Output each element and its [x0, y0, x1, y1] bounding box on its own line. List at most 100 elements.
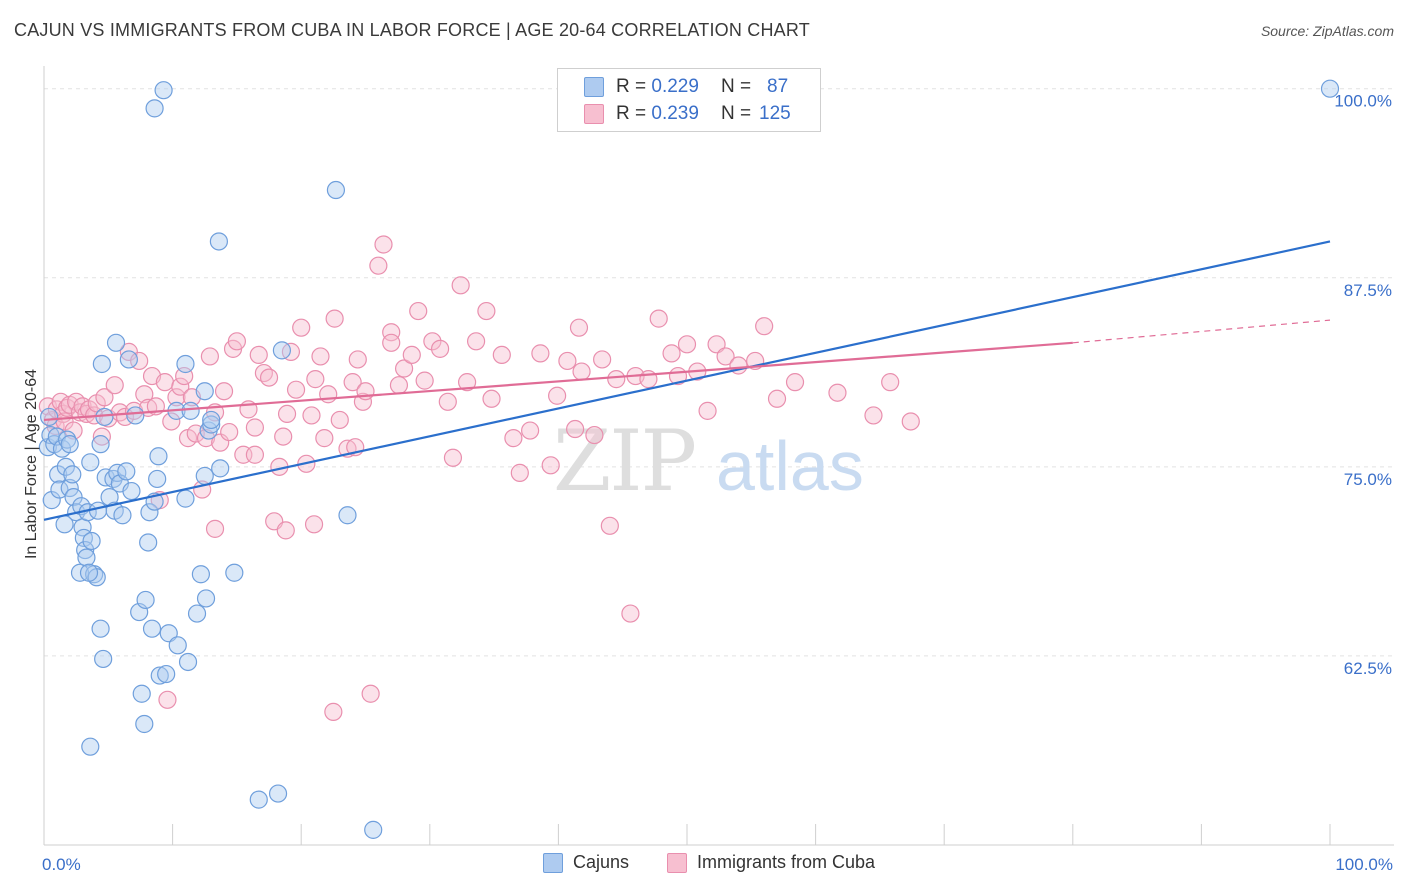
- data-point-cajuns: [92, 354, 111, 374]
- data-point-cuba: [105, 376, 124, 395]
- data-point-cajuns: [132, 684, 151, 703]
- tick-labels: 100.0% 87.5% 75.0% 62.5% 0.0% 100.0%: [42, 92, 1393, 874]
- x-tick-label: 0.0%: [42, 855, 81, 874]
- data-point-cajuns: [60, 435, 79, 454]
- data-point-cajuns: [149, 447, 168, 466]
- data-point-cuba: [220, 422, 239, 442]
- legend-row-cuba: R = 0.239 N = 125: [584, 103, 791, 125]
- data-point-cajuns: [91, 619, 110, 638]
- data-point-cajuns: [364, 820, 383, 839]
- watermark-zip: ZIP: [553, 412, 695, 510]
- data-point-cajuns: [148, 469, 167, 489]
- data-point-cuba: [292, 318, 311, 337]
- data-point-cajuns: [178, 652, 198, 672]
- data-point-cuba: [504, 429, 523, 448]
- data-point-cuba: [306, 370, 325, 389]
- data-point-cajuns: [94, 649, 113, 669]
- data-point-cuba: [600, 516, 619, 535]
- data-point-cajuns: [181, 401, 200, 420]
- data-point-cuba: [369, 256, 388, 275]
- legend-swatch-cuba: [584, 104, 604, 124]
- legend-row-cajuns: R = 0.229 N = 87: [584, 76, 788, 98]
- legend-r-label: R =: [616, 103, 647, 124]
- data-point-cuba: [361, 684, 380, 703]
- data-point-cuba: [881, 373, 900, 392]
- data-point-cajuns: [126, 406, 145, 425]
- data-point-cuba: [245, 418, 265, 437]
- data-point-cajuns: [142, 619, 162, 638]
- data-point-cuba: [167, 388, 186, 407]
- data-point-cajuns: [249, 790, 268, 809]
- data-point-cajuns: [81, 737, 100, 756]
- data-point-cuba: [245, 445, 265, 464]
- bottom-legend-label-cajuns: Cajuns: [573, 852, 630, 872]
- data-point-cajuns: [159, 624, 178, 643]
- trend-line-cuba: [43, 341, 1073, 422]
- data-point-cajuns: [81, 453, 100, 472]
- data-point-cuba: [64, 421, 83, 440]
- legend-r-label: R =: [616, 76, 647, 97]
- data-point-cuba: [409, 301, 428, 321]
- data-point-cajuns: [106, 333, 126, 352]
- trend-lines: [43, 240, 1331, 521]
- data-point-cuba: [466, 332, 486, 351]
- bottom-legend-swatch-cuba: [667, 852, 687, 873]
- data-point-cuba: [767, 389, 787, 408]
- data-point-cajuns: [176, 354, 195, 374]
- chart-title: CAJUN VS IMMIGRANTS FROM CUBA IN LABOR F…: [14, 20, 810, 40]
- data-point-cajuns: [1320, 79, 1340, 98]
- data-point-cajuns: [91, 435, 110, 454]
- data-point-cuba: [171, 377, 190, 396]
- data-point-cajuns: [272, 341, 292, 360]
- bottom-legend: Cajuns Immigrants from Cuba: [0, 852, 1406, 878]
- data-point-cuba: [286, 380, 306, 399]
- data-point-cajuns: [145, 99, 164, 118]
- source-label: Source: ZipAtlas.com: [1260, 23, 1394, 39]
- data-point-cajuns: [135, 714, 154, 734]
- data-point-cajuns: [176, 489, 195, 508]
- data-point-cuba: [324, 702, 343, 721]
- data-point-cuba: [402, 345, 421, 365]
- data-point-cajuns: [209, 232, 228, 251]
- data-point-cuba: [531, 344, 550, 363]
- data-point-cuba: [492, 345, 511, 365]
- data-point-cuba: [394, 359, 414, 378]
- data-point-cajuns: [202, 415, 221, 434]
- data-point-cuba: [348, 350, 367, 369]
- data-point-cuba: [155, 373, 174, 392]
- trend-line-cajuns: [43, 240, 1331, 521]
- data-point-cuba: [353, 392, 373, 411]
- data-point-cuba: [901, 412, 920, 431]
- data-point-cuba: [585, 425, 604, 445]
- data-point-cajuns: [108, 463, 127, 482]
- data-point-cuba: [389, 376, 409, 395]
- data-point-cajuns: [202, 410, 221, 430]
- data-point-cuba: [119, 342, 138, 361]
- data-point-cajuns: [77, 548, 96, 567]
- data-point-cajuns: [268, 784, 288, 803]
- data-point-cuba: [443, 448, 463, 467]
- legend-n-value: 87: [767, 76, 789, 97]
- data-point-cuba: [477, 301, 496, 321]
- data-point-cuba: [205, 519, 225, 538]
- legend-n-label: N =: [720, 103, 752, 124]
- y-tick-label: 62.5%: [1344, 659, 1392, 678]
- data-point-cajuns: [338, 506, 357, 525]
- data-point-cuba: [438, 392, 457, 411]
- data-point-cuba: [277, 404, 297, 424]
- data-point-cajuns: [196, 589, 216, 608]
- data-point-cuba: [92, 427, 111, 446]
- data-point-cuba: [95, 388, 114, 407]
- data-point-cajuns: [122, 481, 141, 501]
- data-point-cajuns: [191, 565, 210, 584]
- bottom-legend-cajuns: Cajuns: [543, 852, 629, 873]
- watermark-atlas: atlas: [716, 427, 864, 505]
- data-point-cuba: [315, 429, 334, 448]
- x-tick-label: 100.0%: [1335, 855, 1393, 874]
- data-point-cajuns: [64, 487, 83, 507]
- data-point-cajuns: [139, 533, 158, 552]
- legend-swatch-cajuns: [584, 77, 604, 97]
- grid-lines: [44, 88, 1394, 657]
- data-point-cuba: [541, 456, 560, 475]
- data-point-cajuns: [154, 81, 173, 100]
